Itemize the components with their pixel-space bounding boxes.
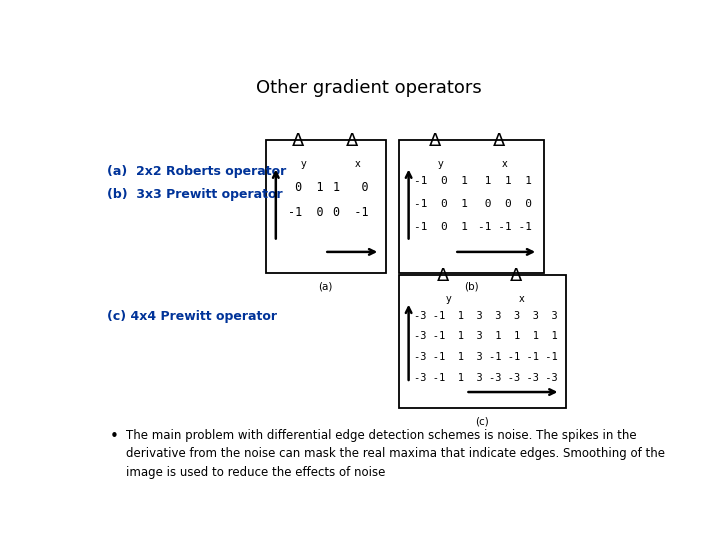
- Text: Other gradient operators: Other gradient operators: [256, 79, 482, 97]
- Text: -3 -1  1  3: -3 -1 1 3: [414, 310, 483, 321]
- Text: -3 -3 -3 -3: -3 -3 -3 -3: [489, 373, 558, 383]
- Text: -1 -1 -1: -1 -1 -1: [478, 222, 532, 232]
- Text: $\Delta$: $\Delta$: [345, 132, 359, 150]
- Bar: [399, 140, 544, 273]
- Text: -3 -1  1  3: -3 -1 1 3: [414, 373, 483, 383]
- Bar: [266, 140, 386, 273]
- Text: 0  -1: 0 -1: [333, 206, 369, 219]
- Text: x: x: [355, 159, 361, 169]
- Text: 1   0: 1 0: [333, 181, 369, 194]
- Text: y: y: [446, 294, 451, 305]
- Text: -1  0: -1 0: [288, 206, 324, 219]
- Text: 0  0  0: 0 0 0: [478, 199, 532, 209]
- Text: (c) 4x4 Prewitt operator: (c) 4x4 Prewitt operator: [107, 310, 276, 323]
- Text: -1 -1 -1 -1: -1 -1 -1 -1: [489, 352, 558, 362]
- Text: $\Delta$: $\Delta$: [508, 267, 523, 285]
- Text: $\Delta$: $\Delta$: [436, 267, 450, 285]
- Text: x: x: [518, 294, 524, 305]
- Text: (b): (b): [464, 282, 478, 292]
- Text: (a)  2x2 Roberts operator
(b)  3x3 Prewitt operator: (a) 2x2 Roberts operator (b) 3x3 Prewitt…: [107, 165, 286, 201]
- Text: -3 -1  1  3: -3 -1 1 3: [414, 332, 483, 341]
- Text: 3  3  3  3: 3 3 3 3: [489, 310, 558, 321]
- Text: •: •: [109, 429, 118, 444]
- Text: y: y: [301, 159, 307, 169]
- Text: -1  0  1: -1 0 1: [414, 199, 468, 209]
- Bar: [399, 275, 566, 408]
- Text: The main problem with differential edge detection schemes is noise. The spikes i: The main problem with differential edge …: [126, 429, 665, 478]
- Text: -1  0  1: -1 0 1: [414, 222, 468, 232]
- Text: (a): (a): [318, 282, 333, 292]
- Text: y: y: [438, 159, 444, 169]
- Text: 1  1  1  1: 1 1 1 1: [489, 332, 558, 341]
- Text: -3 -1  1  3: -3 -1 1 3: [414, 352, 483, 362]
- Text: $\Delta$: $\Delta$: [492, 132, 506, 150]
- Text: (c): (c): [475, 417, 489, 427]
- Text: x: x: [502, 159, 508, 169]
- Text: 0  1: 0 1: [288, 181, 324, 194]
- Text: 1  1  1: 1 1 1: [478, 176, 532, 186]
- Text: $\Delta$: $\Delta$: [428, 132, 442, 150]
- Text: -1  0  1: -1 0 1: [414, 176, 468, 186]
- Text: $\Delta$: $\Delta$: [291, 132, 305, 150]
